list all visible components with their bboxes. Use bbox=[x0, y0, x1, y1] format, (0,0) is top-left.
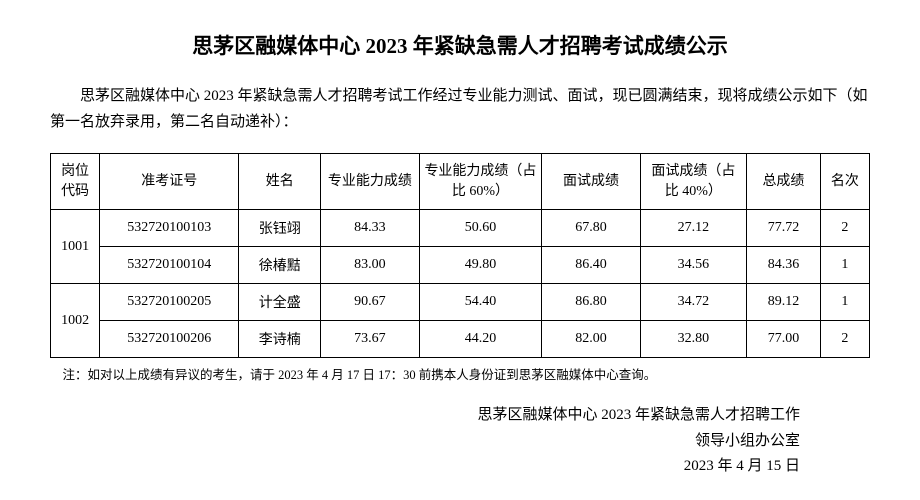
cell-rank: 2 bbox=[820, 210, 869, 247]
signature-date: 2023 年 4 月 15 日 bbox=[50, 454, 800, 480]
cell-intv: 67.80 bbox=[542, 210, 640, 247]
cell-rank: 1 bbox=[820, 247, 869, 284]
cell-intv: 82.00 bbox=[542, 321, 640, 358]
intro-paragraph: 思茅区融媒体中心 2023 年紧缺急需人才招聘考试工作经过专业能力测试、面试，现… bbox=[50, 84, 870, 135]
cell-pro60: 49.80 bbox=[419, 247, 542, 284]
cell-rank: 2 bbox=[820, 321, 869, 358]
cell-pro60: 54.40 bbox=[419, 284, 542, 321]
cell-total: 84.36 bbox=[747, 247, 821, 284]
table-row: 1001 532720100103 张钰翊 84.33 50.60 67.80 … bbox=[51, 210, 870, 247]
cell-intv40: 27.12 bbox=[640, 210, 746, 247]
cell-examid: 532720100104 bbox=[100, 247, 239, 284]
col-header-rank: 名次 bbox=[820, 154, 869, 210]
signature-line2: 领导小组办公室 bbox=[50, 429, 800, 455]
footnote: 注：如对以上成绩有异议的考生，请于 2023 年 4 月 17 日 17：30 … bbox=[50, 364, 870, 383]
cell-intv40: 34.56 bbox=[640, 247, 746, 284]
cell-pro: 83.00 bbox=[321, 247, 419, 284]
col-header-pro60: 专业能力成绩（占比 60%） bbox=[419, 154, 542, 210]
table-row: 1002 532720100205 计全盛 90.67 54.40 86.80 … bbox=[51, 284, 870, 321]
cell-pro60: 50.60 bbox=[419, 210, 542, 247]
cell-name: 张钰翊 bbox=[239, 210, 321, 247]
cell-name: 李诗楠 bbox=[239, 321, 321, 358]
col-header-total: 总成绩 bbox=[747, 154, 821, 210]
page-title: 思茅区融媒体中心 2023 年紧缺急需人才招聘考试成绩公示 bbox=[50, 30, 870, 60]
signature-line1: 思茅区融媒体中心 2023 年紧缺急需人才招聘工作 bbox=[50, 403, 800, 429]
cell-examid: 532720100206 bbox=[100, 321, 239, 358]
cell-intv: 86.80 bbox=[542, 284, 640, 321]
cell-examid: 532720100205 bbox=[100, 284, 239, 321]
table-row: 532720100104 徐椿黠 83.00 49.80 86.40 34.56… bbox=[51, 247, 870, 284]
cell-intv40: 34.72 bbox=[640, 284, 746, 321]
cell-pro: 84.33 bbox=[321, 210, 419, 247]
table-header-row: 岗位代码 准考证号 姓名 专业能力成绩 专业能力成绩（占比 60%） 面试成绩 … bbox=[51, 154, 870, 210]
cell-name: 徐椿黠 bbox=[239, 247, 321, 284]
cell-rank: 1 bbox=[820, 284, 869, 321]
cell-pro: 90.67 bbox=[321, 284, 419, 321]
col-header-examid: 准考证号 bbox=[100, 154, 239, 210]
cell-pro: 73.67 bbox=[321, 321, 419, 358]
cell-code: 1002 bbox=[51, 284, 100, 358]
col-header-intv: 面试成绩 bbox=[542, 154, 640, 210]
cell-intv: 86.40 bbox=[542, 247, 640, 284]
signature-block: 思茅区融媒体中心 2023 年紧缺急需人才招聘工作 领导小组办公室 2023 年… bbox=[50, 403, 870, 480]
table-row: 532720100206 李诗楠 73.67 44.20 82.00 32.80… bbox=[51, 321, 870, 358]
col-header-intv40: 面试成绩（占比 40%） bbox=[640, 154, 746, 210]
cell-name: 计全盛 bbox=[239, 284, 321, 321]
cell-total: 77.72 bbox=[747, 210, 821, 247]
col-header-name: 姓名 bbox=[239, 154, 321, 210]
cell-total: 89.12 bbox=[747, 284, 821, 321]
col-header-code: 岗位代码 bbox=[51, 154, 100, 210]
cell-code: 1001 bbox=[51, 210, 100, 284]
score-table: 岗位代码 准考证号 姓名 专业能力成绩 专业能力成绩（占比 60%） 面试成绩 … bbox=[50, 153, 870, 358]
cell-intv40: 32.80 bbox=[640, 321, 746, 358]
cell-pro60: 44.20 bbox=[419, 321, 542, 358]
cell-total: 77.00 bbox=[747, 321, 821, 358]
cell-examid: 532720100103 bbox=[100, 210, 239, 247]
col-header-pro: 专业能力成绩 bbox=[321, 154, 419, 210]
